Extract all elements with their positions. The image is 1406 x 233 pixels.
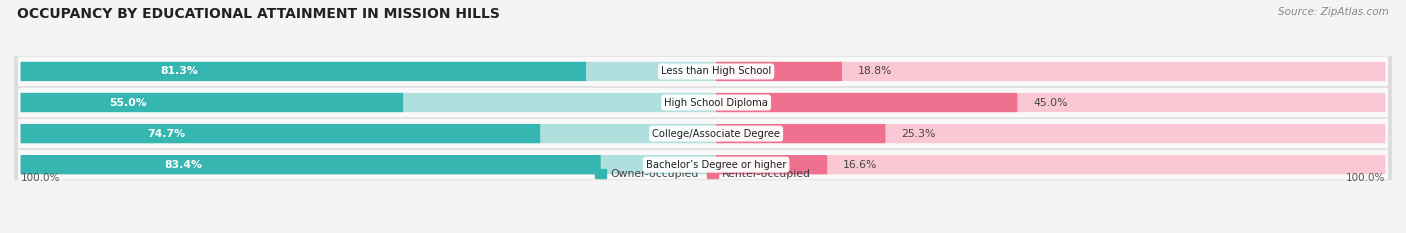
FancyBboxPatch shape: [716, 93, 1385, 112]
Text: 55.0%: 55.0%: [108, 98, 146, 107]
Text: 25.3%: 25.3%: [901, 129, 935, 139]
FancyBboxPatch shape: [14, 56, 1392, 87]
FancyBboxPatch shape: [21, 93, 404, 112]
Text: High School Diploma: High School Diploma: [664, 98, 768, 107]
FancyBboxPatch shape: [18, 150, 1388, 179]
FancyBboxPatch shape: [14, 87, 1392, 118]
Text: 100.0%: 100.0%: [21, 173, 60, 183]
Legend: Owner-occupied, Renter-occupied: Owner-occupied, Renter-occupied: [595, 169, 811, 179]
Text: 100.0%: 100.0%: [1346, 173, 1385, 183]
Text: Bachelor’s Degree or higher: Bachelor’s Degree or higher: [645, 160, 786, 170]
FancyBboxPatch shape: [18, 57, 1388, 86]
FancyBboxPatch shape: [21, 124, 540, 143]
FancyBboxPatch shape: [21, 124, 716, 143]
Text: 16.6%: 16.6%: [844, 160, 877, 170]
Text: 83.4%: 83.4%: [165, 160, 202, 170]
FancyBboxPatch shape: [21, 62, 586, 81]
FancyBboxPatch shape: [716, 124, 1385, 143]
FancyBboxPatch shape: [21, 93, 716, 112]
FancyBboxPatch shape: [14, 149, 1392, 180]
Text: 18.8%: 18.8%: [858, 66, 891, 76]
FancyBboxPatch shape: [18, 88, 1388, 117]
FancyBboxPatch shape: [716, 62, 1385, 81]
FancyBboxPatch shape: [716, 62, 842, 81]
FancyBboxPatch shape: [21, 155, 600, 174]
FancyBboxPatch shape: [716, 124, 886, 143]
FancyBboxPatch shape: [18, 119, 1388, 148]
FancyBboxPatch shape: [716, 93, 1018, 112]
Text: 81.3%: 81.3%: [160, 66, 198, 76]
FancyBboxPatch shape: [14, 118, 1392, 149]
FancyBboxPatch shape: [716, 155, 827, 174]
FancyBboxPatch shape: [21, 62, 716, 81]
Text: College/Associate Degree: College/Associate Degree: [652, 129, 780, 139]
Text: Less than High School: Less than High School: [661, 66, 772, 76]
Text: Source: ZipAtlas.com: Source: ZipAtlas.com: [1278, 7, 1389, 17]
Text: 45.0%: 45.0%: [1033, 98, 1067, 107]
FancyBboxPatch shape: [716, 155, 1385, 174]
FancyBboxPatch shape: [21, 155, 716, 174]
Text: 74.7%: 74.7%: [148, 129, 186, 139]
Text: OCCUPANCY BY EDUCATIONAL ATTAINMENT IN MISSION HILLS: OCCUPANCY BY EDUCATIONAL ATTAINMENT IN M…: [17, 7, 499, 21]
